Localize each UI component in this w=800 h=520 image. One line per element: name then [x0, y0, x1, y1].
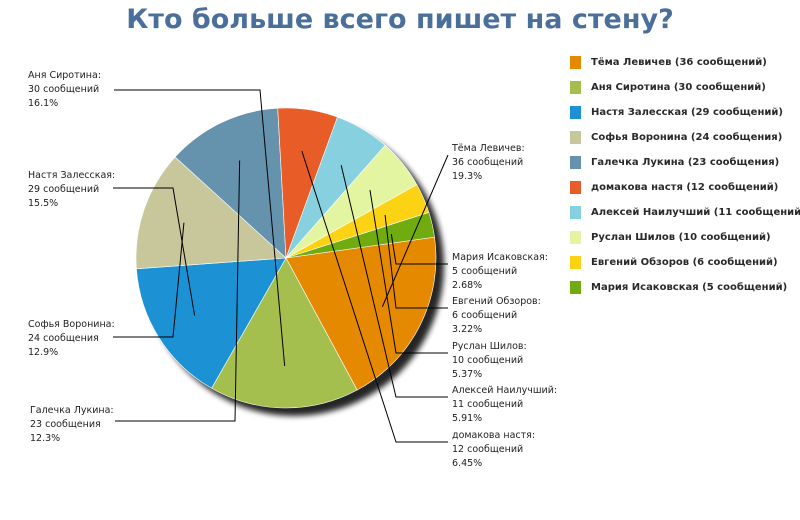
data-label-value: 5 сообщений — [452, 266, 517, 277]
legend-item[interactable]: Евгений Обзоров (6 сообщений) — [570, 250, 798, 275]
leader-line — [369, 190, 448, 354]
legend-item[interactable]: Тёма Левичев (36 сообщений) — [570, 50, 798, 75]
data-label-value: 24 сообщения — [28, 333, 99, 344]
pie-slice[interactable] — [211, 257, 358, 409]
legend-label: Настя Залесская (29 сообщений) — [591, 107, 783, 118]
legend-label: Аня Сиротина (30 сообщений) — [591, 82, 766, 93]
data-label-percent: 5.91% — [452, 413, 482, 424]
legend-label: Софья Воронина (24 сообщения) — [591, 132, 783, 143]
legend-swatch — [570, 206, 581, 219]
leader-line — [390, 233, 448, 265]
data-label-percent: 2.68% — [452, 280, 482, 291]
data-label-name: Алексей Наилучший: — [452, 385, 557, 396]
legend-swatch — [570, 156, 581, 169]
data-label-percent: 3.22% — [452, 324, 482, 335]
data-label-name: Софья Воронина: — [28, 319, 115, 330]
leader-line — [114, 89, 286, 367]
data-label-name: домакова настя: — [452, 430, 535, 441]
legend-label: Руслан Шилов (10 сообщений) — [591, 232, 771, 243]
data-label-name: Аня Сиротина: — [28, 70, 101, 81]
legend-item[interactable]: домакова настя (12 сообщений) — [570, 175, 798, 200]
leader-line — [340, 165, 448, 398]
legend-item[interactable]: Аня Сиротина (30 сообщений) — [570, 75, 798, 100]
data-label-value: 23 сообщения — [30, 419, 101, 430]
leader-line — [301, 151, 448, 443]
legend-label: Алексей Наилучший (11 сообщений) — [591, 207, 800, 218]
data-label-name: Тёма Левичев: — [451, 143, 525, 154]
data-label-name: Евгений Обзоров: — [452, 296, 541, 307]
legend-label: Галечка Лукина (23 сообщения) — [591, 157, 780, 168]
legend-label: Тёма Левичев (36 сообщений) — [591, 57, 767, 68]
legend-label: Евгений Обзоров (6 сообщений) — [591, 257, 778, 268]
legend-item[interactable]: Настя Залесская (29 сообщений) — [570, 100, 798, 125]
legend-swatch — [570, 181, 581, 194]
pie-slice[interactable] — [285, 236, 437, 391]
data-label-value: 12 сообщений — [452, 444, 523, 455]
legend-item[interactable]: Мария Исаковская (5 сообщений) — [570, 275, 798, 300]
data-label-percent: 19.3% — [452, 171, 482, 182]
leader-line — [113, 187, 196, 316]
data-label-percent: 6.45% — [452, 458, 482, 469]
legend-swatch — [570, 56, 581, 69]
chart-title: Кто больше всего пишет на стену? — [126, 4, 674, 35]
legend-swatch — [570, 231, 581, 244]
data-label-value: 36 сообщений — [452, 157, 523, 168]
legend-swatch — [570, 131, 581, 144]
legend-label: домакова настя (12 сообщений) — [591, 182, 779, 193]
data-label-value: 6 сообщений — [452, 310, 517, 321]
legend-swatch — [570, 256, 581, 269]
legend-item[interactable]: Руслан Шилов (10 сообщений) — [570, 225, 798, 250]
legend-item[interactable]: Алексей Наилучший (11 сообщений) — [570, 200, 800, 225]
data-label-percent: 15.5% — [28, 198, 58, 209]
leader-line — [113, 222, 185, 338]
pie-slice[interactable] — [135, 156, 287, 270]
data-label-value: 10 сообщений — [452, 355, 523, 366]
legend-item[interactable]: Галечка Лукина (23 сообщения) — [570, 150, 798, 175]
data-label-value: 11 сообщений — [452, 399, 523, 410]
data-label-percent: 12.9% — [28, 347, 58, 358]
legend-swatch — [570, 281, 581, 294]
data-label-percent: 12.3% — [30, 433, 60, 444]
data-label-value: 29 сообщений — [28, 184, 99, 195]
leader-line — [115, 160, 241, 422]
legend-swatch — [570, 81, 581, 94]
data-label-percent: 5.37% — [452, 369, 482, 380]
legend-label: Мария Исаковская (5 сообщений) — [591, 282, 788, 293]
data-label-percent: 16.1% — [28, 98, 58, 109]
data-label-value: 30 сообщений — [28, 84, 99, 95]
pie-slice[interactable] — [174, 107, 287, 259]
pie-slice[interactable] — [285, 212, 435, 259]
data-label-name: Руслан Шилов: — [452, 341, 527, 352]
pie-slice[interactable] — [136, 257, 287, 389]
legend-item[interactable]: Софья Воронина (24 сообщения) — [570, 125, 798, 150]
data-label-name: Галечка Лукина: — [30, 405, 114, 416]
leader-line — [384, 214, 448, 309]
legend-swatch — [570, 106, 581, 119]
data-label-name: Мария Исаковская: — [452, 252, 548, 263]
data-label-name: Настя Залесская: — [28, 170, 115, 181]
legend: Тёма Левичев (36 сообщений) Аня Сиротина … — [570, 50, 800, 300]
